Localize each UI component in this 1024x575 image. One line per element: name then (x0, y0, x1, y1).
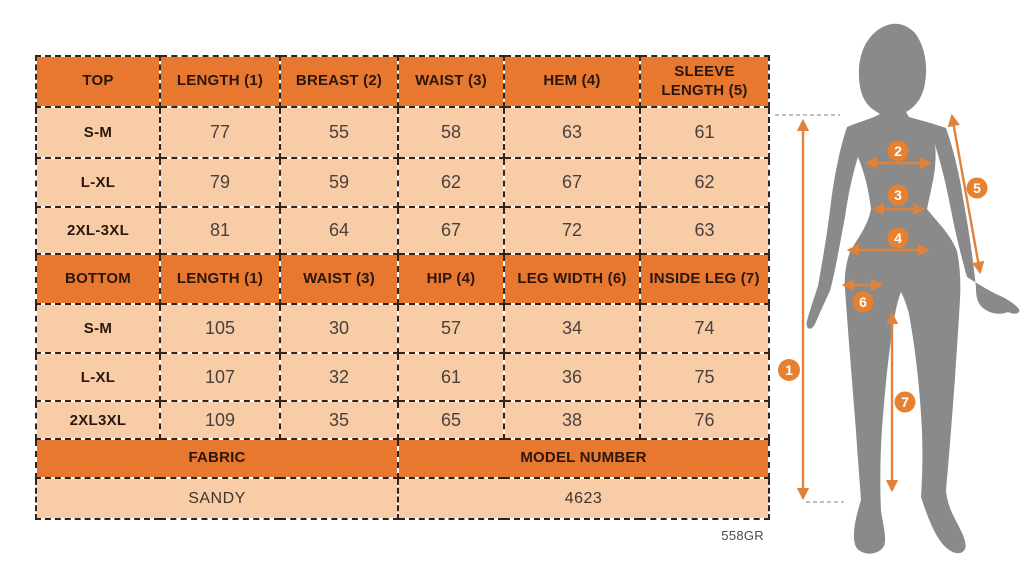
value-cell: 77 (159, 106, 281, 159)
value-cell: 107 (159, 352, 281, 402)
header-cell-sleeve-length: SLEEVE LENGTH (5) (639, 55, 770, 108)
marker-7-badge: 7 (894, 391, 916, 413)
value-cell: 79 (159, 157, 281, 208)
value-cell: 64 (279, 206, 399, 255)
marker-5-badge: 5 (966, 177, 988, 199)
marker-1-badge: 1 (778, 359, 800, 381)
value-cell: 34 (503, 303, 641, 354)
value-cell: 30 (279, 303, 399, 354)
value-cell: 62 (397, 157, 505, 208)
fabric-value-row: SANDY 4623 (35, 477, 770, 520)
header-cell-length: LENGTH (1) (159, 253, 281, 305)
header-cell-top: TOP (35, 55, 161, 108)
value-cell: 72 (503, 206, 641, 255)
value-cell: 57 (397, 303, 505, 354)
value-cell: 76 (639, 400, 770, 440)
value-cell: 63 (503, 106, 641, 159)
header-cell-hip: HIP (4) (397, 253, 505, 305)
value-cell: 59 (279, 157, 399, 208)
value-cell: 74 (639, 303, 770, 354)
table-row: S-M 77 55 58 63 61 (35, 106, 770, 159)
measure-arrow-5-sleeve (947, 113, 985, 275)
fabric-value-cell: SANDY (35, 477, 399, 520)
table-row: L-XL 79 59 62 67 62 (35, 157, 770, 208)
size-chart-area: TOP LENGTH (1) BREAST (2) WAIST (3) HEM … (35, 55, 770, 520)
value-cell: 67 (503, 157, 641, 208)
header-cell-waist: WAIST (3) (279, 253, 399, 305)
table-row: 2XL-3XL 81 64 67 72 63 (35, 206, 770, 255)
value-cell: 81 (159, 206, 281, 255)
female-figure-silhouette-icon: 1 2 3 4 5 (775, 23, 1020, 554)
value-cell: 58 (397, 106, 505, 159)
value-cell: 61 (397, 352, 505, 402)
value-cell: 36 (503, 352, 641, 402)
measurement-figure: 1 2 3 4 5 (770, 0, 1024, 575)
header-cell-bottom: BOTTOM (35, 253, 161, 305)
header-cell-breast: BREAST (2) (279, 55, 399, 108)
female-body-silhouette (806, 23, 1020, 554)
bottom-header-row: BOTTOM LENGTH (1) WAIST (3) HIP (4) LEG … (35, 253, 770, 305)
header-cell-length: LENGTH (1) (159, 55, 281, 108)
fabric-header-row: FABRIC MODEL NUMBER (35, 438, 770, 479)
marker-4-label: 4 (894, 230, 902, 246)
table-row: L-XL 107 32 61 36 75 (35, 352, 770, 402)
value-cell: 62 (639, 157, 770, 208)
size-cell: S-M (35, 106, 161, 159)
header-cell-inside-leg: INSIDE LEG (7) (639, 253, 770, 305)
header-cell-model-number: MODEL NUMBER (397, 438, 770, 479)
table-row: 2XL3XL 109 35 65 38 76 (35, 400, 770, 440)
marker-6-label: 6 (859, 294, 867, 310)
value-cell: 61 (639, 106, 770, 159)
marker-1-label: 1 (785, 362, 793, 378)
header-cell-waist: WAIST (3) (397, 55, 505, 108)
value-cell: 63 (639, 206, 770, 255)
value-cell: 35 (279, 400, 399, 440)
marker-7-label: 7 (901, 394, 909, 410)
size-cell: 2XL-3XL (35, 206, 161, 255)
value-cell: 38 (503, 400, 641, 440)
size-cell: L-XL (35, 157, 161, 208)
header-cell-fabric: FABRIC (35, 438, 399, 479)
size-cell: 2XL3XL (35, 400, 161, 440)
marker-6-badge: 6 (852, 291, 874, 313)
size-cell: L-XL (35, 352, 161, 402)
value-cell: 32 (279, 352, 399, 402)
top-header-row: TOP LENGTH (1) BREAST (2) WAIST (3) HEM … (35, 55, 770, 108)
marker-4-badge: 4 (887, 227, 909, 249)
marker-3-label: 3 (894, 187, 902, 203)
value-cell: 105 (159, 303, 281, 354)
size-cell: S-M (35, 303, 161, 354)
marker-2-label: 2 (894, 143, 902, 159)
model-number-cell: 4623 (397, 477, 770, 520)
table-row: S-M 105 30 57 34 74 (35, 303, 770, 354)
value-cell: 67 (397, 206, 505, 255)
marker-5-label: 5 (973, 180, 981, 196)
marker-3-badge: 3 (887, 184, 909, 206)
header-cell-leg-width: LEG WIDTH (6) (503, 253, 641, 305)
value-cell: 55 (279, 106, 399, 159)
value-cell: 75 (639, 352, 770, 402)
marker-2-badge: 2 (887, 140, 909, 162)
value-cell: 109 (159, 400, 281, 440)
size-chart-table: TOP LENGTH (1) BREAST (2) WAIST (3) HEM … (35, 55, 770, 520)
value-cell: 65 (397, 400, 505, 440)
style-code-label: 558GR (721, 528, 764, 543)
header-cell-hem: HEM (4) (503, 55, 641, 108)
